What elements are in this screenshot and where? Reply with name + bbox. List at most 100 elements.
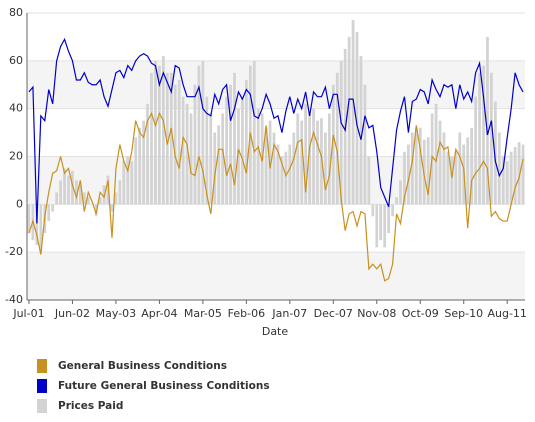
bar (509, 151, 513, 205)
bar (229, 84, 232, 205)
bar (383, 204, 387, 248)
x-tick-label: Jul-01 (12, 307, 44, 320)
bar (106, 175, 110, 205)
bar (327, 113, 331, 205)
bar (244, 79, 248, 205)
bar (205, 96, 209, 205)
bar (264, 127, 268, 205)
bar (446, 151, 450, 205)
bar (118, 180, 122, 205)
bar (154, 60, 157, 205)
bar (521, 144, 525, 205)
bar (454, 151, 458, 205)
bar (47, 204, 51, 222)
bar (181, 96, 185, 205)
y-tick-label: 0 (16, 197, 23, 210)
y-tick-label: 40 (9, 102, 23, 115)
y-tick-label: -20 (5, 245, 23, 258)
bar (375, 204, 379, 248)
legend-label: Future General Business Conditions (58, 380, 270, 392)
bar (280, 156, 284, 205)
bar (150, 72, 153, 205)
bar (474, 96, 477, 205)
bar (189, 113, 193, 205)
bar (371, 204, 375, 217)
bar (82, 192, 86, 205)
bar (201, 60, 205, 205)
bar (363, 84, 367, 205)
bar (347, 36, 351, 205)
bar (233, 72, 236, 205)
bar (505, 161, 509, 205)
bar (142, 120, 145, 205)
bar (252, 60, 256, 205)
bar (414, 127, 418, 205)
bar (86, 197, 90, 205)
x-tick-label: Sep-10 (444, 307, 483, 320)
bar (482, 65, 485, 205)
bar (493, 101, 497, 205)
bar (292, 132, 296, 205)
bar (288, 144, 292, 205)
bar (490, 72, 493, 205)
bar (501, 156, 505, 205)
bar (110, 204, 114, 212)
bar (316, 120, 319, 205)
bar (379, 204, 383, 241)
line (28, 111, 524, 282)
bar (213, 132, 217, 205)
bar (497, 132, 501, 205)
bar (158, 65, 161, 205)
bar (237, 108, 240, 205)
bar (71, 170, 74, 205)
bar (418, 127, 422, 205)
bar (114, 192, 118, 205)
bar (296, 113, 300, 205)
bar (173, 84, 177, 205)
bar (225, 96, 228, 205)
x-tick-label: Nov-08 (357, 307, 396, 320)
legend-swatch (37, 399, 47, 413)
bar (217, 125, 221, 205)
bar (221, 113, 225, 205)
bar (339, 60, 343, 205)
legend-label: General Business Conditions (58, 360, 227, 372)
bar (304, 103, 308, 205)
bar (78, 185, 82, 205)
grid-band (27, 252, 525, 300)
bar (351, 20, 355, 205)
bar (138, 127, 142, 205)
bar (161, 56, 165, 205)
x-tick-label: Jan-07 (271, 307, 307, 320)
bar (426, 137, 430, 205)
x-tick-label: May-03 (96, 307, 137, 320)
bar (331, 84, 335, 205)
bar (197, 65, 201, 205)
bar (403, 151, 406, 205)
y-tick-label: 60 (9, 54, 23, 67)
bar (391, 204, 394, 217)
x-tick-label: Feb-06 (228, 307, 265, 320)
bar (387, 204, 391, 234)
bar (359, 56, 363, 205)
x-tick-label: Oct-09 (402, 307, 439, 320)
x-tick-label: Apr-04 (141, 307, 177, 320)
bar (177, 79, 181, 205)
bar (169, 72, 173, 205)
bar (146, 103, 149, 205)
bar (312, 108, 315, 205)
y-tick-label: -40 (5, 293, 23, 306)
bar (486, 36, 489, 205)
bar (308, 113, 311, 205)
bar (134, 137, 138, 205)
bar (27, 204, 31, 234)
legend-swatch (37, 379, 47, 393)
grid-band (27, 60, 525, 109)
x-tick-label: Jun-02 (54, 307, 90, 320)
bar (478, 72, 481, 205)
bar (256, 108, 260, 205)
bar (35, 204, 39, 245)
y-tick-label: 80 (9, 6, 23, 19)
bar (335, 72, 339, 205)
